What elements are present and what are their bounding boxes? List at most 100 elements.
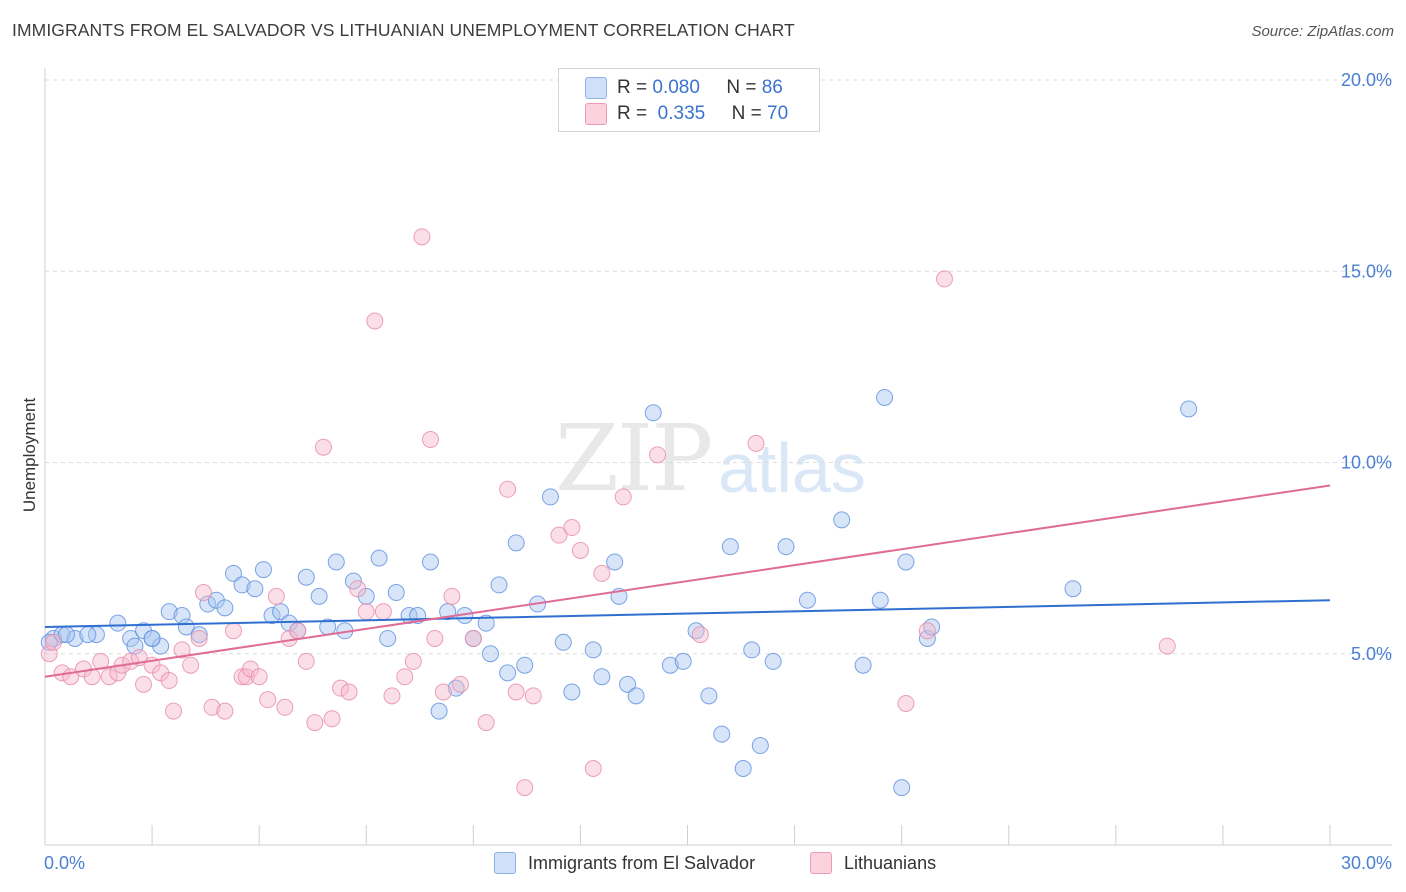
point-lithuanians — [747, 434, 765, 452]
point-el-salvador — [199, 595, 217, 613]
point-el-salvador — [734, 760, 752, 777]
x-tick-label: 0.0% — [44, 853, 85, 873]
source-label: Source: ZipAtlas.com — [1251, 23, 1394, 40]
point-el-salvador — [190, 626, 208, 644]
point-el-salvador — [871, 591, 889, 609]
point-lithuanians — [516, 779, 534, 797]
point-lithuanians — [404, 652, 422, 670]
point-el-salvador — [1064, 580, 1082, 598]
point-el-salvador — [477, 614, 495, 632]
point-lithuanians — [1158, 637, 1176, 655]
point-el-salvador — [897, 553, 915, 571]
point-lithuanians — [524, 687, 542, 705]
point-lithuanians — [165, 702, 182, 720]
legend-label-lithuanians: Lithuanians — [844, 852, 937, 873]
point-lithuanians — [366, 312, 384, 330]
point-lithuanians — [434, 683, 452, 701]
legend-swatch-el-salvador — [494, 852, 516, 874]
legend-n-value: 70 — [767, 103, 789, 124]
legend-item-lithuanians: Lithuanians — [810, 852, 936, 874]
point-el-salvador — [833, 511, 851, 529]
correlation-legend: R = 0.080 N = 86 R = 0.335 N = 70 — [558, 68, 820, 132]
point-el-salvador — [593, 668, 611, 686]
point-lithuanians — [45, 633, 63, 651]
legend-n-label: N = — [731, 103, 762, 124]
legend-swatch-lithuanians — [810, 852, 832, 874]
point-lithuanians — [614, 488, 632, 506]
point-lithuanians — [259, 691, 277, 709]
point-el-salvador — [541, 488, 559, 506]
watermark-zip: ZIP — [555, 405, 713, 512]
legend-n-label: N = — [726, 77, 757, 98]
point-lithuanians — [584, 760, 602, 777]
point-el-salvador — [379, 629, 397, 647]
point-el-salvador — [854, 656, 872, 674]
legend-item-el-salvador: Immigrants from El Salvador — [494, 852, 755, 874]
legend-r-label: R = — [617, 77, 648, 98]
point-lithuanians — [571, 541, 589, 559]
point-el-salvador — [216, 599, 234, 617]
point-lithuanians — [477, 714, 495, 732]
y-tick-label: 10.0% — [1341, 453, 1392, 473]
point-el-salvador — [246, 580, 264, 598]
point-lithuanians — [563, 519, 581, 537]
point-el-salvador — [122, 629, 140, 647]
point-el-salvador — [563, 683, 581, 701]
point-el-salvador — [661, 656, 679, 674]
point-lithuanians — [918, 622, 936, 640]
point-el-salvador — [876, 388, 894, 406]
point-lithuanians — [426, 629, 444, 647]
point-lithuanians — [297, 652, 315, 670]
legend-swatch-lithuanians — [585, 103, 607, 125]
point-lithuanians — [691, 626, 709, 644]
point-lithuanians — [306, 714, 324, 732]
point-lithuanians — [276, 698, 294, 716]
point-lithuanians — [383, 687, 401, 705]
legend-label-el-salvador: Immigrants from El Salvador — [528, 852, 756, 873]
point-el-salvador — [430, 702, 448, 720]
trendline-el-salvador — [44, 599, 1331, 628]
point-el-salvador — [233, 576, 251, 594]
point-el-salvador — [700, 687, 718, 705]
point-lithuanians — [289, 622, 307, 640]
trendline-lithuanians — [44, 484, 1331, 678]
legend-r-value: 0.080 — [652, 77, 700, 98]
point-el-salvador — [481, 645, 499, 663]
point-lithuanians — [396, 668, 414, 686]
point-el-salvador — [554, 633, 572, 651]
point-lithuanians — [135, 675, 153, 693]
series-legend: Immigrants from El Salvador Lithuanians — [0, 852, 1406, 878]
point-el-salvador — [764, 652, 782, 670]
point-el-salvador — [674, 652, 692, 670]
point-lithuanians — [182, 656, 200, 674]
point-lithuanians — [593, 564, 611, 582]
point-el-salvador — [79, 626, 97, 644]
y-tick-label: 5.0% — [1351, 644, 1392, 664]
point-el-salvador — [422, 553, 439, 571]
point-lithuanians — [374, 603, 392, 621]
point-lithuanians — [499, 480, 517, 498]
point-el-salvador — [644, 404, 662, 422]
legend-r-value: 0.335 — [657, 103, 706, 124]
point-lithuanians — [173, 641, 191, 659]
point-el-salvador — [751, 737, 769, 755]
point-lithuanians — [224, 622, 242, 640]
point-el-salvador — [297, 568, 315, 586]
point-lithuanians — [443, 587, 461, 605]
point-el-salvador — [66, 629, 84, 647]
point-lithuanians — [190, 629, 208, 647]
point-lithuanians — [451, 675, 469, 693]
point-lithuanians — [550, 526, 568, 544]
point-el-salvador — [254, 561, 272, 579]
watermark-atlas: atlas — [718, 429, 866, 507]
point-lithuanians — [100, 668, 118, 686]
point-el-salvador — [777, 538, 795, 556]
point-lithuanians — [160, 672, 178, 690]
point-lithuanians — [194, 584, 212, 602]
point-el-salvador — [109, 614, 127, 632]
point-lithuanians — [267, 587, 285, 605]
point-lithuanians — [349, 580, 367, 598]
point-el-salvador — [507, 534, 525, 552]
point-el-salvador — [310, 587, 328, 605]
point-el-salvador — [713, 725, 731, 743]
